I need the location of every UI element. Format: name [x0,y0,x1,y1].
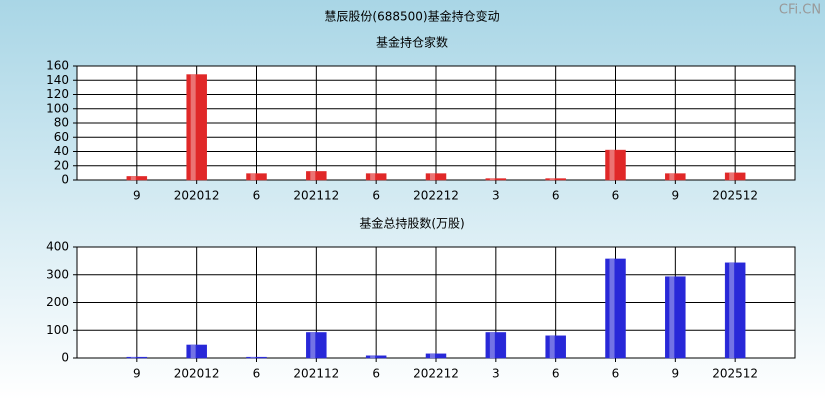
x-tick-label: 6 [612,367,620,381]
bar-highlight [549,335,555,358]
y-tick-label: 140 [46,73,69,87]
bar [126,176,148,181]
bar-highlight [609,258,615,358]
bar [665,173,686,181]
y-tick-label: 80 [54,116,69,130]
bar [545,335,566,359]
x-tick-label: 6 [552,189,560,203]
bar [724,262,746,359]
bar-highlight [729,262,735,358]
y-tick-label: 200 [46,295,69,309]
x-tick-label: 3 [492,189,500,203]
bar-highlight [190,344,196,358]
x-tick-label: 9 [672,189,680,203]
x-tick-label: 9 [133,189,141,203]
bar-highlight [729,172,735,180]
bar-highlight [669,276,675,358]
x-tick-label: 202112 [293,189,339,203]
y-tick-label: 300 [46,267,69,281]
bar-highlight [489,178,495,180]
x-tick-label: 6 [612,189,620,203]
bar [485,178,507,181]
bar [605,149,626,181]
x-tick-label: 202212 [413,189,459,203]
bar-highlight [370,173,376,180]
bar-highlight [310,171,316,180]
bar [724,172,746,181]
bar-highlight [190,74,196,180]
x-tick-label: 202212 [413,367,459,381]
bar-highlight [669,173,675,180]
bar-highlight [430,173,435,180]
y-tick-label: 100 [46,101,69,115]
y-tick-label: 100 [46,323,69,337]
watermark: CFi.CN [779,3,821,18]
bar-highlight [130,176,136,180]
x-tick-label: 9 [133,367,141,381]
y-tick-label: 40 [54,144,69,158]
bar [365,355,387,359]
x-tick-label: 6 [253,367,261,381]
bar [485,332,507,359]
bar-highlight [370,355,376,358]
bar [665,276,686,359]
x-tick-label: 6 [372,189,380,203]
chart-title: 基金总持股数(万股) [359,216,464,231]
bar-highlight [250,357,256,358]
x-tick-label: 202012 [174,189,220,203]
y-tick-label: 160 [46,59,69,73]
bar [605,258,626,359]
y-tick-label: 0 [61,351,69,365]
x-tick-label: 6 [372,367,380,381]
bar [186,74,207,181]
bar [306,332,327,359]
bar [425,173,447,181]
y-tick-label: 0 [61,173,69,187]
bar [126,356,148,359]
bar [545,178,566,181]
x-tick-label: 202112 [293,367,339,381]
x-tick-label: 202512 [712,367,758,381]
bar-highlight [130,357,136,358]
bar-highlight [430,353,435,358]
bar [246,173,267,181]
bar-highlight [489,332,495,358]
x-tick-label: 6 [552,367,560,381]
x-tick-label: 9 [672,367,680,381]
bar [425,353,447,359]
bar-highlight [250,173,256,180]
y-tick-label: 400 [46,240,69,254]
chart-title: 基金持仓家数 [376,35,448,50]
x-tick-label: 202012 [174,367,220,381]
bar [365,173,387,181]
bar-highlight [549,178,555,180]
bar [186,344,207,359]
x-tick-label: 202512 [712,189,758,203]
bar-highlight [609,150,615,180]
bar [306,171,327,181]
bar [246,356,267,359]
x-tick-label: 6 [253,189,261,203]
x-tick-label: 3 [492,367,500,381]
bar-highlight [310,332,316,358]
y-tick-label: 120 [46,87,69,101]
y-tick-label: 20 [54,158,69,172]
page-title: 慧辰股份(688500)基金持仓变动 [324,9,499,24]
y-tick-label: 60 [54,130,69,144]
